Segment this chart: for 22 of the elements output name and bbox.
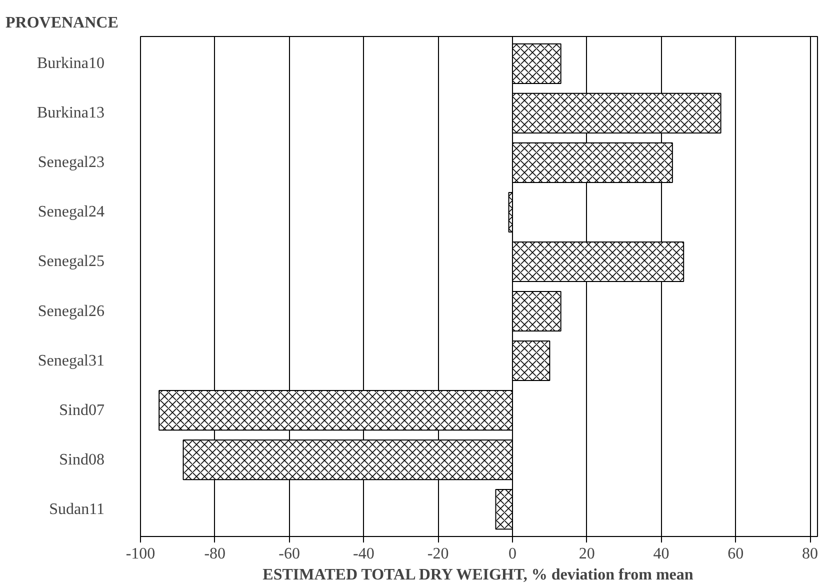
- y-tick-label: Senegal23: [38, 154, 105, 172]
- x-tick-label: -80: [204, 546, 226, 562]
- x-axis-title: ESTIMATED TOTAL DRY WEIGHT, % deviation from mean: [262, 566, 694, 584]
- x-tick-label: -40: [353, 546, 374, 562]
- x-tick-label: -20: [427, 546, 449, 562]
- x-tick-label: -60: [278, 546, 300, 562]
- y-tick-label: Sudan11: [49, 500, 104, 518]
- y-tick-label: Senegal31: [38, 352, 105, 370]
- y-tick-label: Sind08: [59, 451, 104, 468]
- x-tick-label: 60: [728, 546, 744, 562]
- y-tick-label: Senegal24: [38, 204, 105, 221]
- y-tick-label: Senegal25: [38, 253, 105, 270]
- x-tick-label: 0: [508, 546, 516, 562]
- x-tick-label: 40: [653, 546, 670, 562]
- x-tick-label: 20: [578, 546, 595, 562]
- y-tick-label: Senegal26: [38, 302, 105, 320]
- y-axis-title: PROVENANCE: [6, 14, 118, 32]
- y-tick-label: Sind07: [59, 402, 104, 419]
- y-tick-label: Burkina13: [36, 104, 104, 122]
- y-tick-label: Burkina10: [36, 55, 104, 72]
- x-tick-label: 80: [802, 546, 818, 562]
- x-tick-label: -100: [126, 546, 156, 562]
